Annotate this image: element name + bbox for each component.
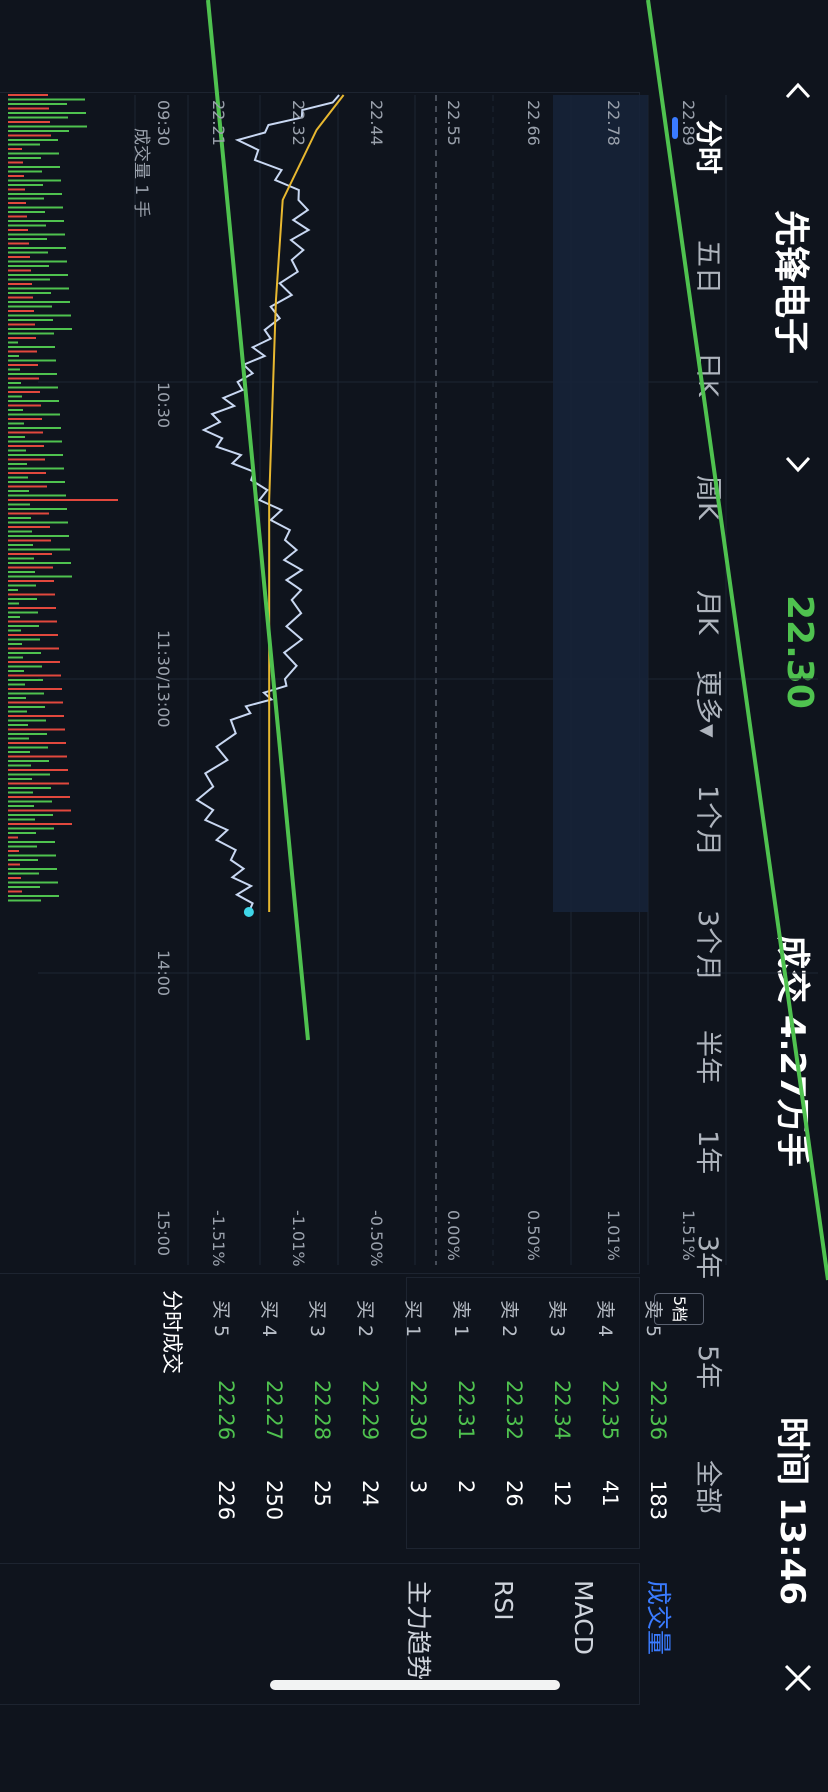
price-label: 22.66 bbox=[524, 100, 543, 146]
volume-axis-label: 成交量 1 手 bbox=[131, 128, 151, 218]
orderbook-row: 买 3 22.28 25 bbox=[298, 1290, 342, 1540]
price-label: 22.55 bbox=[444, 100, 463, 146]
orderbook-price: 22.27 bbox=[262, 1380, 286, 1441]
price-label: 22.32 bbox=[289, 100, 308, 146]
orderbook-price: 22.30 bbox=[406, 1380, 430, 1441]
orderbook-label: 卖 1 bbox=[450, 1300, 472, 1338]
orderbook-row: 卖 1 22.31 2 bbox=[442, 1290, 486, 1540]
orderbook-row: 卖 4 22.35 41 bbox=[586, 1290, 630, 1540]
orderbook-label: 买 1 bbox=[402, 1300, 424, 1338]
orderbook-row: 卖 3 22.34 12 bbox=[538, 1290, 582, 1540]
orderbook-row: 买 2 22.29 24 bbox=[346, 1290, 390, 1540]
orderbook-qty: 250 bbox=[262, 1480, 286, 1521]
pct-label: 0.50% bbox=[524, 1210, 543, 1261]
orderbook-price: 22.32 bbox=[502, 1380, 526, 1441]
price-line bbox=[195, 94, 340, 913]
orderbook-row: 卖 2 22.32 26 bbox=[490, 1290, 534, 1540]
orderbook-qty: 183 bbox=[646, 1480, 670, 1521]
pct-label: 1.01% bbox=[604, 1210, 623, 1261]
pct-label: -0.50% bbox=[367, 1210, 386, 1267]
orderbook-price: 22.26 bbox=[214, 1380, 238, 1441]
indicator-0[interactable]: 成交量 bbox=[644, 1580, 673, 1656]
orderbook-qty: 12 bbox=[550, 1480, 574, 1507]
orderbook-label: 卖 2 bbox=[498, 1300, 520, 1338]
orderbook-price: 22.34 bbox=[550, 1380, 574, 1441]
orderbook-qty: 226 bbox=[214, 1480, 238, 1521]
time-label: 15:00 bbox=[154, 1210, 173, 1257]
orderbook-price: 22.31 bbox=[454, 1380, 478, 1441]
orderbook-label: 卖 3 bbox=[546, 1300, 568, 1338]
trend-line-lower bbox=[206, 0, 310, 1041]
orderbook-row: 买 5 22.26 226 bbox=[202, 1290, 246, 1540]
orderbook-label: 买 5 bbox=[210, 1300, 232, 1338]
price-area bbox=[553, 95, 648, 912]
orderbook-qty: 3 bbox=[406, 1480, 430, 1494]
price-label: 22.89 bbox=[679, 100, 698, 146]
pct-label: -1.51% bbox=[209, 1210, 228, 1267]
orderbook-label: 买 3 bbox=[306, 1300, 328, 1338]
orderbook-row: 买 4 22.27 250 bbox=[250, 1290, 294, 1540]
price-label: 22.21 bbox=[209, 100, 228, 146]
orderbook-row: 卖 5 22.36 183 bbox=[634, 1290, 678, 1540]
orderbook-price: 22.35 bbox=[598, 1380, 622, 1441]
trend-line-upper bbox=[646, 0, 828, 1281]
back-icon[interactable] bbox=[778, 72, 818, 112]
orderbook-label: 卖 5 bbox=[642, 1300, 664, 1338]
orderbook-price: 22.29 bbox=[358, 1380, 382, 1441]
time-label: 09:30 bbox=[154, 100, 173, 147]
price-label: 22.78 bbox=[604, 100, 623, 146]
pct-label: -1.01% bbox=[289, 1210, 308, 1267]
close-icon[interactable] bbox=[778, 1658, 818, 1698]
indicator-1[interactable]: MACD bbox=[569, 1580, 598, 1655]
orderbook-qty: 2 bbox=[454, 1480, 478, 1494]
forward-icon[interactable] bbox=[778, 443, 818, 483]
orderbook-qty: 41 bbox=[598, 1480, 622, 1507]
orderbook-label: 卖 4 bbox=[594, 1300, 616, 1338]
orderbook-price: 22.36 bbox=[646, 1380, 670, 1441]
indicator-3[interactable]: 主力趋势 bbox=[404, 1580, 433, 1681]
orderbook-qty: 24 bbox=[358, 1480, 382, 1507]
orderbook-label: 买 4 bbox=[258, 1300, 280, 1338]
orderbook-label: 买 2 bbox=[354, 1300, 376, 1338]
orderbook-price: 22.28 bbox=[310, 1380, 334, 1441]
time-label: 10:30 bbox=[154, 382, 173, 429]
orderbook-qty: 25 bbox=[310, 1480, 334, 1507]
average-line bbox=[268, 94, 345, 912]
price-label: 22.44 bbox=[367, 100, 386, 146]
orderbook-qty: 26 bbox=[502, 1480, 526, 1507]
pct-label: 0.00% bbox=[444, 1210, 463, 1261]
time-label: 11:30/13:00 bbox=[154, 630, 173, 728]
pct-label: 1.51% bbox=[679, 1210, 698, 1261]
trades-title: 分时成交 bbox=[160, 1290, 184, 1374]
orderbook-row: 买 1 22.30 3 bbox=[394, 1290, 438, 1540]
time-label: 14:00 bbox=[154, 950, 173, 997]
home-indicator bbox=[270, 1680, 560, 1690]
last-price-dot bbox=[243, 907, 254, 917]
indicator-2[interactable]: RSI bbox=[489, 1580, 518, 1621]
